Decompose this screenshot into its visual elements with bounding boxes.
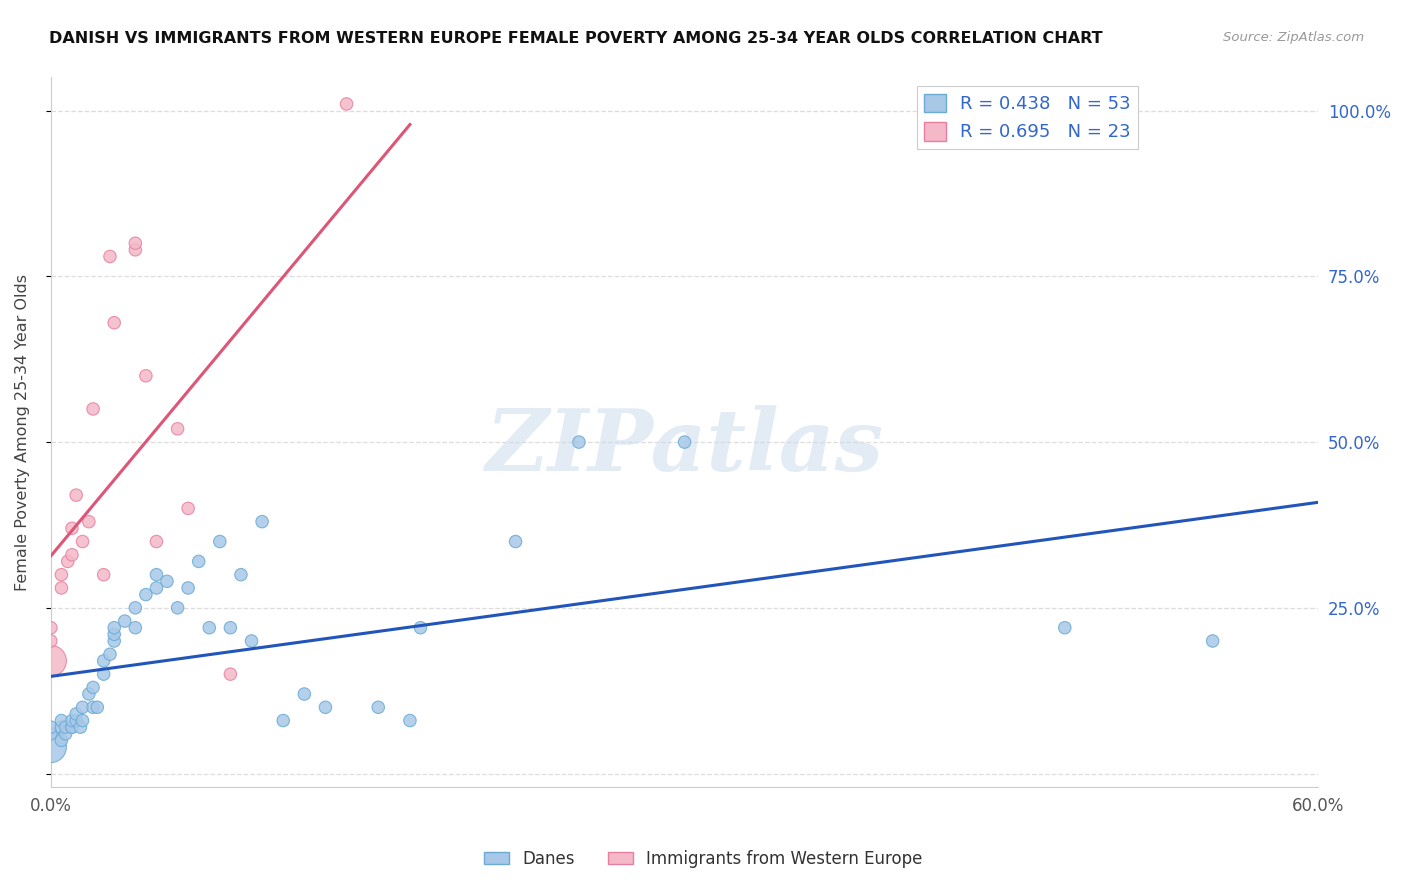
Point	[145, 567, 167, 582]
Point	[60, 720, 83, 734]
Point	[51, 720, 73, 734]
Point	[103, 634, 125, 648]
Point	[187, 554, 209, 568]
Point	[135, 368, 157, 383]
Point	[145, 534, 167, 549]
Point	[82, 401, 104, 416]
Text: DANISH VS IMMIGRANTS FROM WESTERN EUROPE FEMALE POVERTY AMONG 25-34 YEAR OLDS CO: DANISH VS IMMIGRANTS FROM WESTERN EUROPE…	[49, 31, 1102, 46]
Point	[250, 515, 273, 529]
Point	[292, 687, 315, 701]
Point	[124, 236, 146, 251]
Point	[98, 647, 121, 661]
Point	[93, 667, 115, 681]
Point	[409, 621, 432, 635]
Point	[124, 621, 146, 635]
Point	[51, 567, 73, 582]
Point	[124, 600, 146, 615]
Y-axis label: Female Poverty Among 25-34 Year Olds: Female Poverty Among 25-34 Year Olds	[15, 274, 30, 591]
Point	[103, 627, 125, 641]
Point	[1201, 634, 1223, 648]
Point	[86, 700, 108, 714]
Text: ZIPatlas: ZIPatlas	[485, 405, 883, 488]
Point	[39, 654, 62, 668]
Point	[77, 687, 100, 701]
Point	[39, 634, 62, 648]
Point	[505, 534, 527, 549]
Point	[39, 740, 62, 755]
Legend: Danes, Immigrants from Western Europe: Danes, Immigrants from Western Europe	[477, 844, 929, 875]
Point	[177, 581, 200, 595]
Point	[229, 567, 252, 582]
Point	[177, 501, 200, 516]
Point	[124, 243, 146, 257]
Point	[166, 422, 188, 436]
Text: Source: ZipAtlas.com: Source: ZipAtlas.com	[1223, 31, 1364, 45]
Point	[103, 621, 125, 635]
Point	[51, 581, 73, 595]
Point	[60, 521, 83, 535]
Point	[72, 534, 94, 549]
Point	[65, 706, 87, 721]
Point	[39, 621, 62, 635]
Point	[56, 554, 79, 568]
Point	[72, 700, 94, 714]
Point	[568, 435, 591, 450]
Point	[103, 316, 125, 330]
Point	[60, 714, 83, 728]
Point	[1053, 621, 1076, 635]
Point	[60, 720, 83, 734]
Point	[55, 720, 77, 734]
Point	[367, 700, 389, 714]
Point	[271, 714, 294, 728]
Point	[114, 614, 136, 628]
Point	[156, 574, 179, 589]
Legend: R = 0.438   N = 53, R = 0.695   N = 23: R = 0.438 N = 53, R = 0.695 N = 23	[917, 87, 1137, 149]
Point	[208, 534, 231, 549]
Point	[51, 714, 73, 728]
Point	[82, 700, 104, 714]
Point	[65, 714, 87, 728]
Point	[335, 97, 357, 112]
Point	[219, 621, 242, 635]
Point	[60, 548, 83, 562]
Point	[98, 249, 121, 263]
Point	[399, 714, 422, 728]
Point	[39, 720, 62, 734]
Point	[77, 515, 100, 529]
Point	[72, 714, 94, 728]
Point	[65, 488, 87, 502]
Point	[673, 435, 696, 450]
Point	[240, 634, 263, 648]
Point	[69, 720, 91, 734]
Point	[135, 588, 157, 602]
Point	[51, 733, 73, 747]
Point	[93, 654, 115, 668]
Point	[93, 567, 115, 582]
Point	[145, 581, 167, 595]
Point	[219, 667, 242, 681]
Point	[198, 621, 221, 635]
Point	[314, 700, 336, 714]
Point	[55, 727, 77, 741]
Point	[39, 727, 62, 741]
Point	[82, 681, 104, 695]
Point	[166, 600, 188, 615]
